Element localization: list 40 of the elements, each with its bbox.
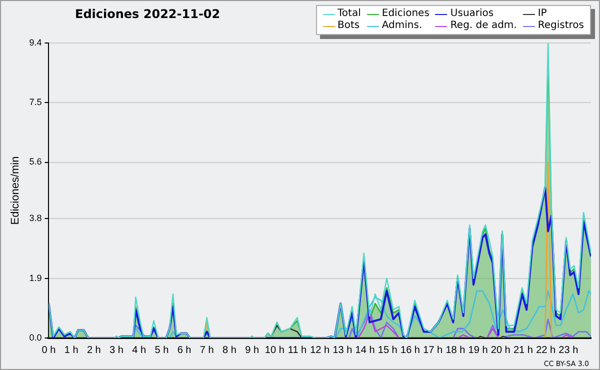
legend-label: Ediciones — [380, 8, 430, 20]
legend-label: Reg. de adm. — [449, 20, 517, 32]
x-tick-label: 13 h — [332, 344, 352, 356]
legend-label: Usuarios — [449, 8, 495, 20]
x-tick-label: 19 h — [468, 344, 488, 356]
x-tick-label: 23 h — [558, 344, 578, 356]
legend-label: Bots — [336, 20, 361, 32]
x-tick-label: 3 h — [110, 344, 124, 356]
x-tick-label: 4 h — [132, 344, 146, 356]
legend-label: Admins. — [380, 20, 424, 32]
x-tick-label: 11 h — [288, 344, 307, 356]
x-tick-label: 17 h — [423, 344, 443, 356]
y-tick-label: 3.8 — [29, 213, 42, 224]
y-tick-label: 1.9 — [29, 272, 42, 283]
x-tick-label: 5 h — [154, 344, 169, 356]
x-tick-label: 10 h — [264, 344, 284, 356]
x-tick-label: 15 h — [378, 344, 398, 356]
x-tick-label: 9 h — [245, 344, 260, 356]
chart-title: Ediciones 2022-11-02 — [75, 7, 220, 21]
x-tick-label: 20 h — [490, 344, 510, 356]
x-tick-label: 18 h — [446, 344, 466, 356]
x-tick-label: 21 h — [513, 344, 533, 356]
y-tick-label: 0.0 — [29, 332, 42, 342]
x-tick-label: 22 h — [536, 344, 556, 356]
legend-label: IP — [536, 8, 548, 20]
x-tick-label: 12 h — [310, 344, 330, 356]
x-tick-label: 8 h — [222, 344, 236, 356]
x-tick-label: 7 h — [200, 344, 214, 356]
legend-label: Total — [336, 8, 361, 20]
y-axis-title: Ediciones/min — [10, 156, 22, 225]
x-tick-label: 1 h — [64, 344, 78, 356]
x-tick-label: 0 h — [42, 344, 56, 356]
x-tick-label: 2 h — [86, 344, 101, 356]
x-tick-label: 14 h — [355, 344, 375, 356]
x-tick-label: 16 h — [400, 344, 420, 356]
y-tick-label: 9.4 — [29, 37, 42, 48]
legend-label: Registros — [536, 20, 584, 32]
x-tick-label: 6 h — [177, 344, 192, 356]
y-tick-label: 5.6 — [29, 156, 42, 167]
y-tick-label: 7.5 — [29, 97, 42, 108]
